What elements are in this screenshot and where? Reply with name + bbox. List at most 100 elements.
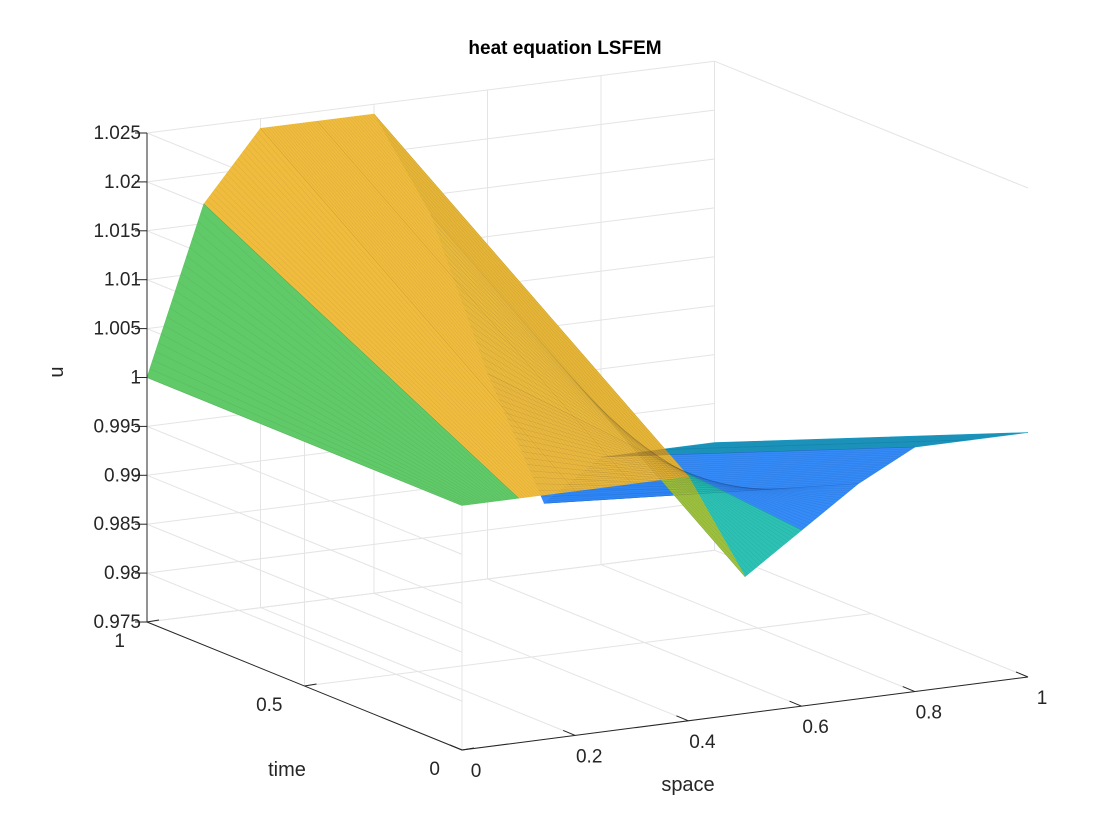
- mesh-line: [498, 399, 813, 522]
- mesh-line: [572, 465, 887, 481]
- x-tick-label: 0.6: [802, 717, 828, 738]
- mesh-line: [473, 333, 788, 543]
- mesh-line: [243, 150, 559, 494]
- mesh-line: [532, 477, 847, 494]
- mesh-line: [305, 122, 621, 486]
- surface-layer: [146, 113, 1029, 578]
- mesh-line: [183, 264, 499, 502]
- mesh-line: [490, 379, 805, 529]
- mesh-line: [285, 125, 601, 488]
- mesh-line: [226, 173, 542, 496]
- mesh-line: [169, 307, 485, 503]
- mesh-line: [589, 454, 904, 467]
- mesh-line: [359, 115, 675, 479]
- mesh-line: [680, 436, 995, 448]
- mesh-line: [433, 222, 748, 575]
- mesh-line: [586, 456, 901, 469]
- mesh-line: [175, 290, 491, 503]
- mesh-line: [308, 122, 624, 485]
- mesh-line: [373, 113, 689, 477]
- mesh-line: [319, 120, 635, 484]
- mesh-line: [246, 147, 562, 493]
- z-tick-label: 1.02: [104, 172, 141, 193]
- mesh-line: [274, 126, 590, 490]
- mesh-line: [223, 177, 539, 496]
- axes-layer: [135, 132, 1029, 751]
- mesh-line: [348, 117, 664, 480]
- x-axis-label: space: [661, 774, 714, 796]
- x-tick: [449, 744, 463, 751]
- grid-line-z: [145, 500, 715, 702]
- mesh-line: [669, 438, 983, 449]
- mesh-line: [595, 450, 910, 462]
- mesh-line: [430, 214, 746, 577]
- mesh-line: [564, 470, 879, 488]
- box-edge: [714, 60, 1029, 189]
- mesh-line: [538, 488, 853, 491]
- x-tick: [902, 686, 915, 693]
- mesh-line: [314, 121, 630, 485]
- mesh-line: [649, 440, 963, 452]
- mesh-line: [197, 221, 514, 500]
- mesh-line: [342, 117, 658, 481]
- mesh-line: [654, 439, 969, 451]
- mesh-line: [353, 116, 669, 480]
- mesh-line: [671, 437, 986, 449]
- mesh-line: [362, 115, 678, 478]
- mesh-line: [530, 470, 845, 496]
- y-tick-label: 0.5: [256, 695, 282, 716]
- mesh-line: [507, 418, 822, 515]
- mesh-line: [322, 120, 638, 484]
- y-tick-label: 1: [114, 631, 125, 652]
- mesh-line: [260, 128, 576, 492]
- mesh-line: [634, 442, 949, 453]
- mesh-line: [172, 299, 488, 503]
- z-tick-label: 1.025: [93, 123, 141, 144]
- mesh-line: [277, 126, 593, 489]
- x-tick-label: 0.2: [576, 746, 602, 767]
- mesh-line: [663, 438, 978, 450]
- z-tick-label: 0.995: [93, 416, 141, 437]
- mesh-line: [643, 441, 958, 452]
- mesh-line: [146, 377, 463, 506]
- x-tick-label: 0: [471, 761, 482, 782]
- mesh-line: [294, 123, 610, 487]
- mesh-line: [220, 181, 536, 497]
- mesh-line: [447, 262, 763, 563]
- mesh-line: [487, 373, 802, 531]
- mesh-line: [612, 445, 927, 456]
- mesh-line: [683, 436, 997, 447]
- mesh-line: [518, 444, 833, 505]
- mesh-line: [493, 386, 808, 526]
- mesh-line: [240, 154, 556, 494]
- mesh-line: [229, 169, 545, 496]
- mesh-line: [257, 132, 573, 492]
- mesh-line: [666, 438, 980, 449]
- mesh-line: [453, 277, 768, 559]
- surface-patch: [146, 203, 520, 506]
- z-tick-label: 1.005: [93, 319, 141, 340]
- mesh-line: [657, 439, 972, 451]
- mesh-line: [334, 118, 649, 482]
- mesh-line: [152, 359, 468, 506]
- mesh-line: [339, 118, 655, 481]
- mesh-line: [495, 392, 811, 524]
- mesh-line: [376, 118, 692, 482]
- mesh-line: [467, 317, 782, 547]
- mesh-line: [217, 185, 533, 497]
- mesh-line: [524, 457, 839, 501]
- mesh-line: [351, 116, 666, 480]
- mesh-line: [317, 121, 632, 484]
- mesh-line: [652, 440, 966, 451]
- mesh-line: [263, 127, 579, 491]
- mesh-line: [660, 439, 975, 450]
- mesh-line: [212, 192, 528, 498]
- y-tick-label: 0: [429, 759, 440, 780]
- grid-line-z: [145, 549, 715, 751]
- mesh-line: [569, 467, 884, 483]
- mesh-line: [575, 463, 890, 479]
- mesh-line: [200, 212, 516, 499]
- chart-title: heat equation LSFEM: [468, 38, 661, 59]
- mesh-line: [178, 281, 494, 502]
